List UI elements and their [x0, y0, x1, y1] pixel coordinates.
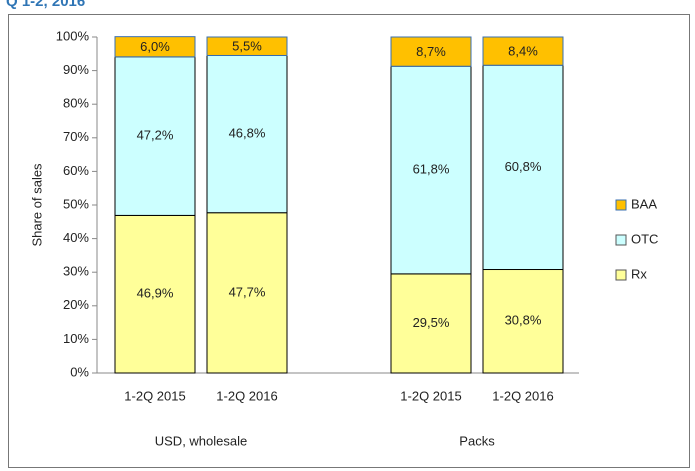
legend-swatch: [615, 199, 627, 211]
legend-label: BAA: [631, 196, 657, 211]
bar-segment: [114, 214, 196, 374]
bar-segment: [482, 64, 564, 271]
bar-segment: [390, 65, 472, 275]
y-tick-label: 50%: [63, 196, 89, 211]
chart-frame: [8, 14, 690, 468]
data-label: 61,8%: [413, 161, 450, 176]
legend-label: OTC: [631, 231, 658, 246]
bar-segment: [390, 36, 472, 67]
x-tick-label: 1-2Q 2016: [492, 388, 553, 403]
bar-segment: [114, 36, 196, 58]
y-tick-label: 90%: [63, 62, 89, 77]
data-label: 46,9%: [137, 286, 174, 301]
y-tick-label: 80%: [63, 96, 89, 111]
group-label: USD, wholesale: [155, 433, 248, 448]
data-label: 8,4%: [508, 44, 538, 59]
y-tick-label: 100%: [56, 28, 90, 43]
bar-segment: [206, 54, 288, 214]
bar-segment: [206, 36, 288, 56]
x-tick-label: 1-2Q 2015: [124, 388, 185, 403]
data-label: 6,0%: [140, 39, 170, 54]
data-label: 5,5%: [232, 39, 262, 54]
y-tick-label: 10%: [63, 331, 89, 346]
legend-swatch: [615, 269, 627, 281]
data-label: 60,8%: [505, 159, 542, 174]
data-label: 46,8%: [229, 126, 266, 141]
chart-title: Q 1-2, 2016: [6, 0, 85, 10]
bar-segment: [390, 273, 472, 374]
data-label: 47,2%: [137, 128, 174, 143]
y-tick-label: 60%: [63, 163, 89, 178]
data-label: 47,7%: [229, 284, 266, 299]
y-tick-label: 20%: [63, 297, 89, 312]
y-tick-label: 0%: [70, 364, 89, 379]
y-tick-label: 70%: [63, 129, 89, 144]
bar-segment: [482, 269, 564, 374]
y-tick-label: 30%: [63, 264, 89, 279]
data-label: 30,8%: [505, 313, 542, 328]
y-axis-label: Share of sales: [29, 163, 44, 247]
bar-segment: [206, 212, 288, 374]
x-tick-label: 1-2Q 2016: [216, 388, 277, 403]
x-tick-label: 1-2Q 2015: [400, 388, 461, 403]
bar-segment: [482, 36, 564, 66]
bar-segment: [114, 56, 196, 216]
data-label: 29,5%: [413, 315, 450, 330]
group-label: Packs: [459, 433, 495, 448]
data-label: 8,7%: [416, 44, 446, 59]
legend-swatch: [615, 234, 627, 246]
y-tick-label: 40%: [63, 230, 89, 245]
legend-label: Rx: [631, 266, 647, 281]
